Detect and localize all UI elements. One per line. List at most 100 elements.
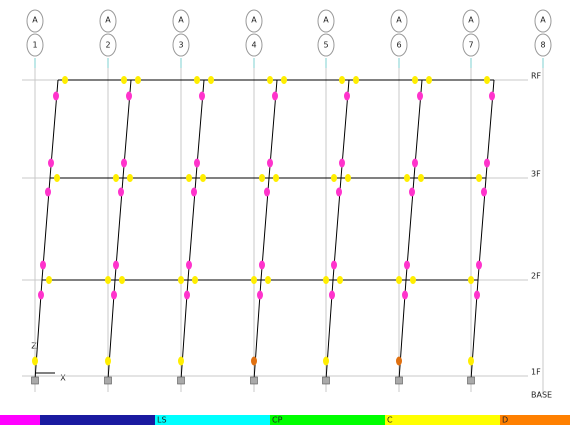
- hinge: [267, 158, 273, 168]
- legend-label: LS: [157, 416, 167, 425]
- hinge: [412, 158, 418, 168]
- grid-bubble-row: A: [540, 16, 546, 25]
- grid-bubble: [534, 33, 552, 57]
- grid-bubble: [172, 9, 190, 33]
- support: [395, 376, 403, 385]
- hinge: [199, 91, 205, 101]
- hinge: [323, 276, 329, 284]
- grid-bubble-row: A: [32, 16, 38, 25]
- hinge: [339, 76, 345, 84]
- hinge: [121, 76, 127, 84]
- grid-bubble-number: 5: [323, 41, 328, 50]
- hinge: [251, 276, 257, 284]
- grid-bubble: [317, 9, 335, 33]
- hinge: [417, 91, 423, 101]
- hinge: [113, 260, 119, 270]
- hinge: [178, 356, 184, 366]
- story-label: RF: [531, 72, 542, 81]
- grid-bubble-number: 4: [251, 41, 256, 50]
- hinge: [105, 276, 111, 284]
- hinge: [489, 91, 495, 101]
- grid-bubble: [99, 9, 117, 33]
- grid-bubble-row: A: [251, 16, 257, 25]
- hinge: [118, 187, 124, 197]
- hinge: [468, 356, 474, 366]
- hinge: [48, 158, 54, 168]
- column: [180, 79, 205, 381]
- support: [177, 376, 185, 385]
- story-label: 1F: [531, 368, 541, 377]
- hinge: [409, 187, 415, 197]
- hinge: [265, 276, 271, 284]
- legend-swatch: [385, 415, 500, 425]
- legend-label: D: [502, 416, 508, 425]
- hinge: [113, 174, 119, 182]
- hinge: [337, 276, 343, 284]
- grid-bubble: [390, 9, 408, 33]
- legend-swatch: [500, 415, 570, 425]
- hinge: [111, 290, 117, 300]
- support: [250, 376, 258, 385]
- legend-swatch: [270, 415, 385, 425]
- hinge: [178, 276, 184, 284]
- support: [104, 376, 112, 385]
- grid-bubble: [245, 33, 263, 57]
- hinge: [481, 187, 487, 197]
- grid-bubble: [462, 9, 480, 33]
- hinge: [38, 290, 44, 300]
- support: [467, 376, 475, 385]
- hinge: [336, 187, 342, 197]
- hinge: [331, 174, 337, 182]
- hinge: [273, 174, 279, 182]
- hinge: [264, 187, 270, 197]
- hinge: [484, 158, 490, 168]
- hinge: [32, 356, 38, 366]
- grid-bubble: [99, 33, 117, 57]
- hinge: [272, 91, 278, 101]
- hinge: [353, 76, 359, 84]
- column: [253, 79, 278, 381]
- grid-bubble-row: A: [468, 16, 474, 25]
- hinge: [396, 356, 402, 366]
- hinge: [323, 356, 329, 366]
- hinge: [404, 174, 410, 182]
- story-label: BASE: [531, 391, 552, 400]
- hinge: [186, 260, 192, 270]
- hinge: [396, 276, 402, 284]
- support: [322, 376, 330, 385]
- column: [470, 79, 495, 381]
- hinge: [126, 91, 132, 101]
- hinge: [135, 76, 141, 84]
- column: [398, 79, 423, 381]
- column: [107, 79, 132, 381]
- hinge: [426, 76, 432, 84]
- story-label: 2F: [531, 272, 541, 281]
- hinge: [474, 290, 480, 300]
- column: [325, 79, 350, 381]
- hinge: [208, 76, 214, 84]
- legend-swatch: [155, 415, 270, 425]
- grid-bubble: [317, 33, 335, 57]
- hinge: [62, 76, 68, 84]
- hinge: [200, 174, 206, 182]
- hinge: [331, 260, 337, 270]
- hinge: [281, 76, 287, 84]
- hinge: [40, 260, 46, 270]
- hinge: [402, 290, 408, 300]
- grid-bubble: [390, 33, 408, 57]
- hinge: [45, 187, 51, 197]
- grid-bubble-number: 3: [178, 41, 183, 50]
- hinge: [476, 174, 482, 182]
- hinge: [404, 260, 410, 270]
- grid-bubble: [462, 33, 480, 57]
- hinge: [192, 276, 198, 284]
- hinge: [251, 356, 257, 366]
- grid-bubble: [172, 33, 190, 57]
- hinge: [345, 174, 351, 182]
- story-label: 3F: [531, 170, 541, 179]
- hinge: [119, 276, 125, 284]
- grid-bubble: [245, 9, 263, 33]
- legend-label: C: [387, 416, 393, 425]
- hinge: [468, 276, 474, 284]
